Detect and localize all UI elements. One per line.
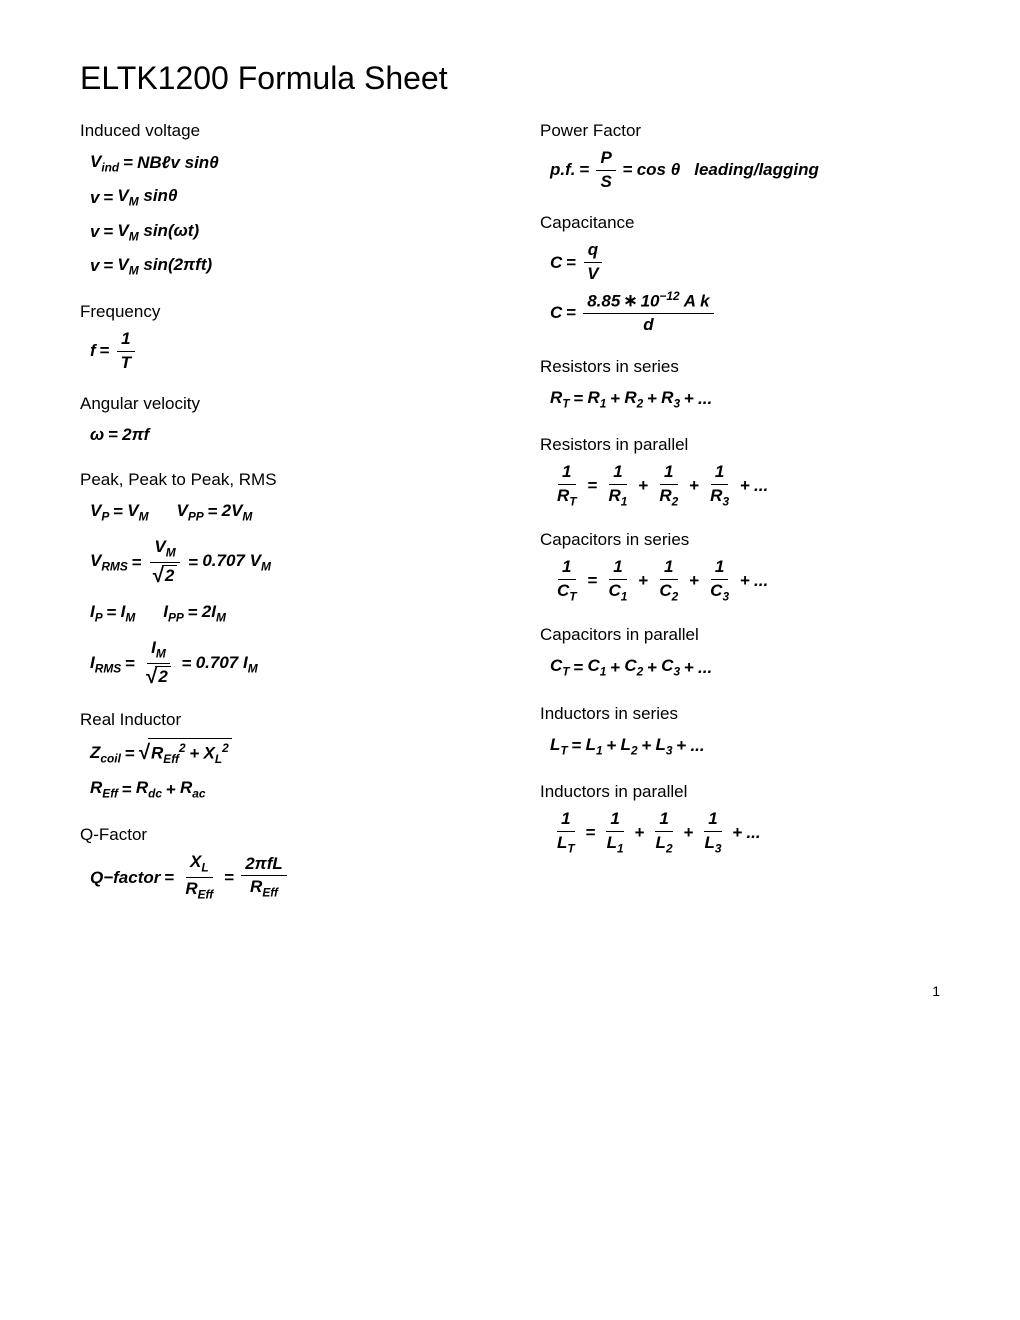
expr: 2πf: [122, 422, 149, 448]
expr: 2IM: [202, 599, 226, 627]
var: VRMS: [90, 548, 128, 576]
expr: NBℓv sinθ: [137, 150, 219, 176]
var: Zcoil: [90, 740, 121, 768]
expr: 0.707 VM: [202, 548, 271, 576]
expr: 2VM: [222, 498, 253, 526]
var: f: [90, 338, 96, 364]
fraction: VM √2: [149, 538, 182, 587]
left-column: Induced voltage Vind = NBℓv sinθ v= VM s…: [80, 121, 480, 923]
section-title: Capacitors in series: [540, 530, 940, 550]
var: IPP: [163, 599, 184, 627]
page-title: ELTK1200 Formula Sheet: [80, 60, 940, 97]
var: p.f.: [550, 157, 576, 183]
var: Vind: [90, 149, 119, 177]
var: VP: [90, 498, 109, 526]
section-power-factor: Power Factor p.f.= P S = cos θ leading/l…: [540, 121, 940, 191]
var: v: [90, 185, 99, 211]
expr: VM sin(2πft): [117, 252, 212, 280]
formula: CT= C1+ C2+ C3+ ...: [550, 653, 940, 681]
note: leading/lagging: [694, 157, 819, 183]
formula: ω= 2πf: [90, 422, 480, 448]
formula: p.f.= P S = cos θ leading/lagging: [550, 149, 940, 191]
section-title: Angular velocity: [80, 394, 480, 414]
expr: 0.707 IM: [196, 650, 258, 678]
section-title: Inductors in parallel: [540, 782, 940, 802]
two-column-layout: Induced voltage Vind = NBℓv sinθ v= VM s…: [80, 121, 940, 923]
expr: IM: [121, 599, 136, 627]
formula: 1CT= 1C1+ 1C2+ 1C3+ ...: [550, 558, 940, 603]
expr: VM sin(ωt): [117, 218, 199, 246]
formula: Q−factor= XL REff = 2πfL REff: [90, 853, 480, 901]
formula: VRMS= VM √2 = 0.707 VM: [90, 538, 480, 587]
formula: f= 1 T: [90, 330, 480, 372]
section-angular-velocity: Angular velocity ω= 2πf: [80, 394, 480, 448]
expr: VM sinθ: [117, 183, 177, 211]
expr: Rac: [180, 775, 206, 803]
section-q-factor: Q-Factor Q−factor= XL REff = 2πfL REff: [80, 825, 480, 901]
section-real-inductor: Real Inductor Zcoil= √ REff2+XL2 REff= R…: [80, 710, 480, 803]
var: VPP: [176, 498, 203, 526]
section-peak-rms: Peak, Peak to Peak, RMS VP= VM VPP= 2VM …: [80, 470, 480, 688]
fraction: q V: [583, 241, 602, 283]
right-column: Power Factor p.f.= P S = cos θ leading/l…: [540, 121, 940, 923]
var: C: [550, 250, 562, 276]
formula: IP= IM IPP= 2IM: [90, 599, 480, 627]
formula: C= 8.85∗10−12 A k d: [550, 290, 940, 335]
section-title: Frequency: [80, 302, 480, 322]
var: RT: [550, 385, 570, 413]
formula: 1LT= 1L1+ 1L2+ 1L3+ ...: [550, 810, 940, 855]
formula: REff= Rdc+ Rac: [90, 775, 480, 803]
formula: v= VM sinθ: [90, 183, 480, 211]
var: REff: [90, 775, 118, 803]
formula: Zcoil= √ REff2+XL2: [90, 738, 480, 769]
section-title: Power Factor: [540, 121, 940, 141]
var: Q−factor: [90, 865, 160, 891]
section-induced-voltage: Induced voltage Vind = NBℓv sinθ v= VM s…: [80, 121, 480, 280]
expr: VM: [127, 498, 148, 526]
section-title: Induced voltage: [80, 121, 480, 141]
formula: VP= VM VPP= 2VM: [90, 498, 480, 526]
var: ω: [90, 422, 104, 448]
section-title: Capacitors in parallel: [540, 625, 940, 645]
section-title: Resistors in parallel: [540, 435, 940, 455]
section-title: Peak, Peak to Peak, RMS: [80, 470, 480, 490]
formula: v= VM sin(ωt): [90, 218, 480, 246]
formula: 1RT= 1R1+ 1R2+ 1R3+ ...: [550, 463, 940, 508]
section-resistors-series: Resistors in series RT= R1+ R2+ R3+ ...: [540, 357, 940, 413]
formula: RT= R1+ R2+ R3+ ...: [550, 385, 940, 413]
section-inductors-parallel: Inductors in parallel 1LT= 1L1+ 1L2+ 1L3…: [540, 782, 940, 855]
var: IRMS: [90, 650, 121, 678]
fraction: 1 T: [117, 330, 135, 372]
fraction: 2πfL REff: [241, 855, 287, 900]
fraction: 8.85∗10−12 A k d: [583, 290, 713, 335]
section-capacitors-parallel: Capacitors in parallel CT= C1+ C2+ C3+ .…: [540, 625, 940, 681]
formula: v= VM sin(2πft): [90, 252, 480, 280]
sqrt: √ REff2+XL2: [139, 738, 232, 769]
formula: Vind = NBℓv sinθ: [90, 149, 480, 177]
section-title: Inductors in series: [540, 704, 940, 724]
page-number: 1: [80, 983, 940, 999]
fraction: XL REff: [181, 853, 217, 901]
formula: LT= L1+ L2+ L3+ ...: [550, 732, 940, 760]
var: v: [90, 253, 99, 279]
expr: cos θ: [637, 157, 681, 183]
section-inductors-series: Inductors in series LT= L1+ L2+ L3+ ...: [540, 704, 940, 760]
var: v: [90, 219, 99, 245]
var: IP: [90, 599, 103, 627]
section-title: Real Inductor: [80, 710, 480, 730]
section-capacitors-series: Capacitors in series 1CT= 1C1+ 1C2+ 1C3+…: [540, 530, 940, 603]
formula: C= q V: [550, 241, 940, 283]
fraction: IM √2: [142, 639, 175, 688]
section-resistors-parallel: Resistors in parallel 1RT= 1R1+ 1R2+ 1R3…: [540, 435, 940, 508]
section-title: Q-Factor: [80, 825, 480, 845]
section-frequency: Frequency f= 1 T: [80, 302, 480, 372]
section-title: Capacitance: [540, 213, 940, 233]
section-title: Resistors in series: [540, 357, 940, 377]
expr: Rdc: [136, 775, 162, 803]
var: C: [550, 300, 562, 326]
formula: IRMS= IM √2 = 0.707 IM: [90, 639, 480, 688]
fraction: P S: [596, 149, 615, 191]
section-capacitance: Capacitance C= q V C= 8.85∗10−12 A k d: [540, 213, 940, 334]
